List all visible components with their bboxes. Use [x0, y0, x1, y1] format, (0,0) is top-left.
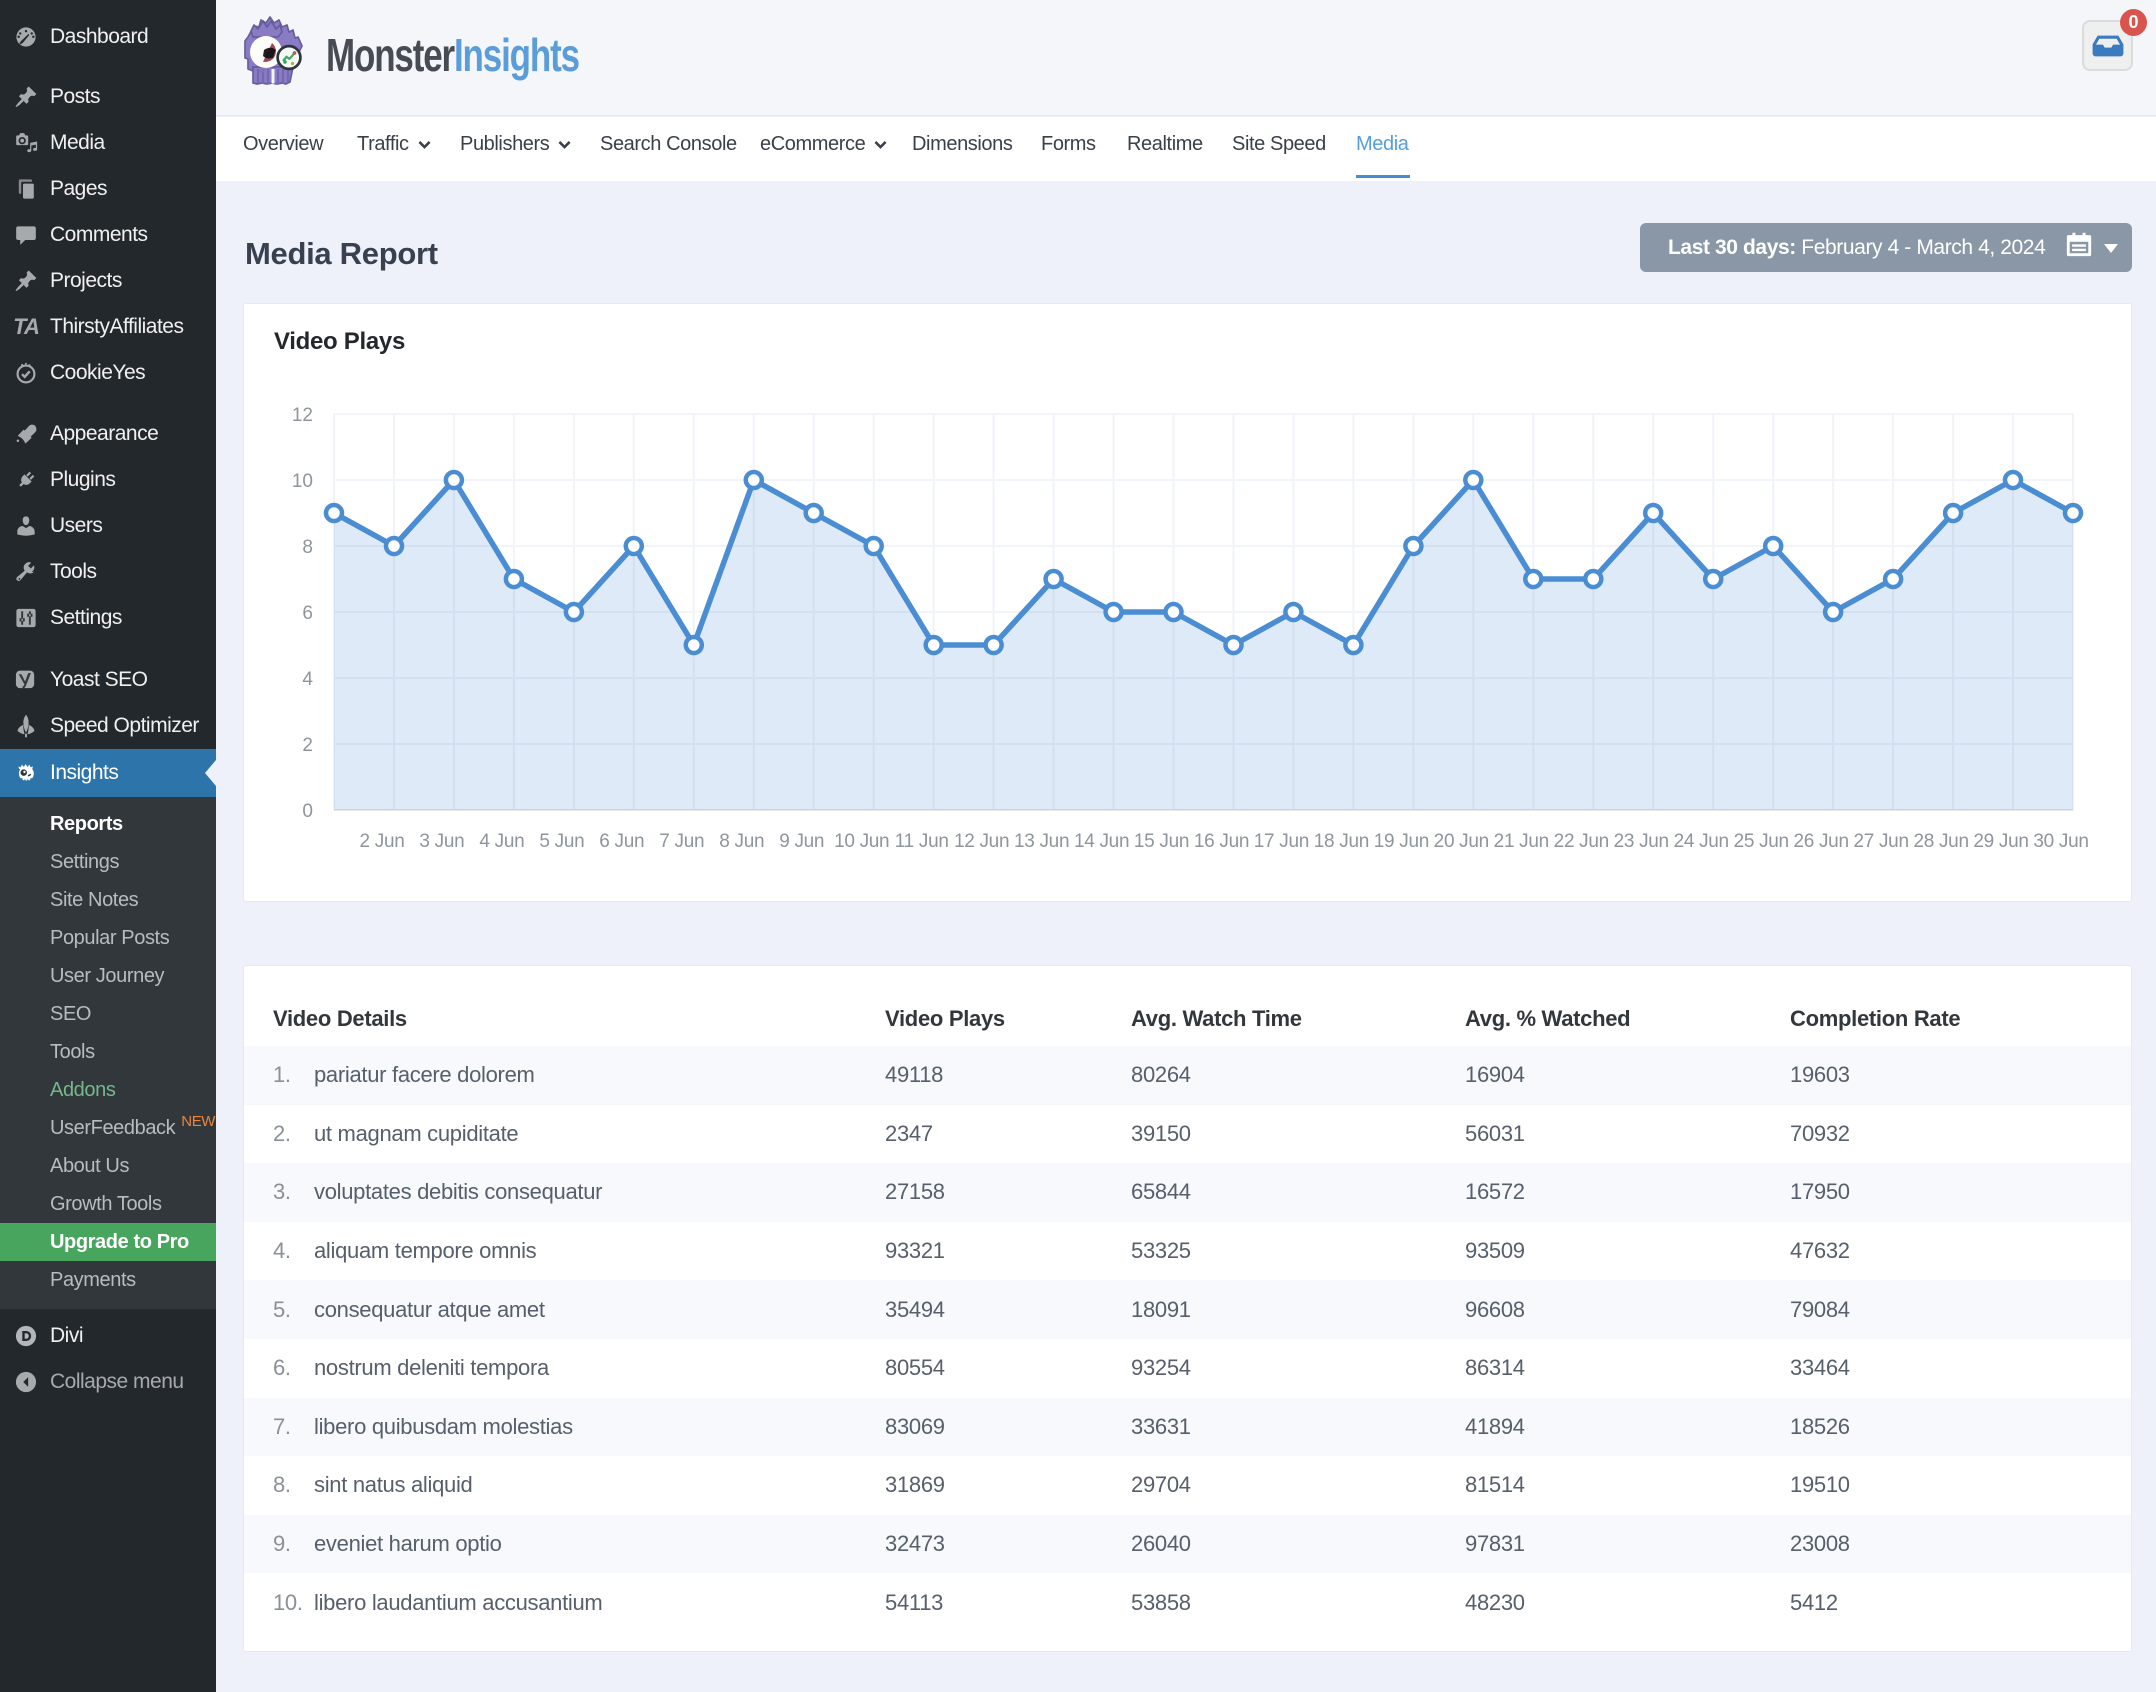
svg-text:2: 2: [302, 735, 313, 756]
svg-text:3 Jun: 3 Jun: [419, 831, 464, 852]
svg-text:25 Jun: 25 Jun: [1734, 831, 1789, 852]
svg-text:29 Jun: 29 Jun: [1973, 831, 2028, 852]
svg-text:22 Jun: 22 Jun: [1554, 831, 1609, 852]
svg-text:10 Jun: 10 Jun: [834, 831, 889, 852]
svg-text:8: 8: [302, 537, 313, 558]
svg-text:4 Jun: 4 Jun: [479, 831, 524, 852]
svg-text:30 Jun: 30 Jun: [2033, 831, 2088, 852]
svg-text:13 Jun: 13 Jun: [1014, 831, 1069, 852]
svg-text:16 Jun: 16 Jun: [1194, 831, 1249, 852]
svg-text:0: 0: [302, 801, 313, 822]
svg-text:20 Jun: 20 Jun: [1434, 831, 1489, 852]
svg-text:19 Jun: 19 Jun: [1374, 831, 1429, 852]
svg-text:8 Jun: 8 Jun: [719, 831, 764, 852]
svg-text:7 Jun: 7 Jun: [659, 831, 704, 852]
svg-text:12: 12: [292, 405, 313, 426]
svg-text:26 Jun: 26 Jun: [1793, 831, 1848, 852]
svg-text:2 Jun: 2 Jun: [360, 831, 405, 852]
svg-text:12 Jun: 12 Jun: [954, 831, 1009, 852]
svg-text:5 Jun: 5 Jun: [539, 831, 584, 852]
svg-text:23 Jun: 23 Jun: [1614, 831, 1669, 852]
svg-text:28 Jun: 28 Jun: [1913, 831, 1968, 852]
svg-text:11 Jun: 11 Jun: [895, 831, 949, 852]
svg-text:6 Jun: 6 Jun: [599, 831, 644, 852]
svg-text:15 Jun: 15 Jun: [1134, 831, 1189, 852]
svg-text:18 Jun: 18 Jun: [1314, 831, 1369, 852]
svg-text:9 Jun: 9 Jun: [779, 831, 824, 852]
svg-text:10: 10: [292, 471, 313, 492]
svg-text:17 Jun: 17 Jun: [1254, 831, 1309, 852]
svg-text:4: 4: [302, 669, 313, 690]
svg-text:24 Jun: 24 Jun: [1674, 831, 1729, 852]
svg-text:21 Jun: 21 Jun: [1494, 831, 1549, 852]
svg-text:6: 6: [302, 603, 313, 624]
svg-text:27 Jun: 27 Jun: [1853, 831, 1908, 852]
svg-text:14 Jun: 14 Jun: [1074, 831, 1129, 852]
